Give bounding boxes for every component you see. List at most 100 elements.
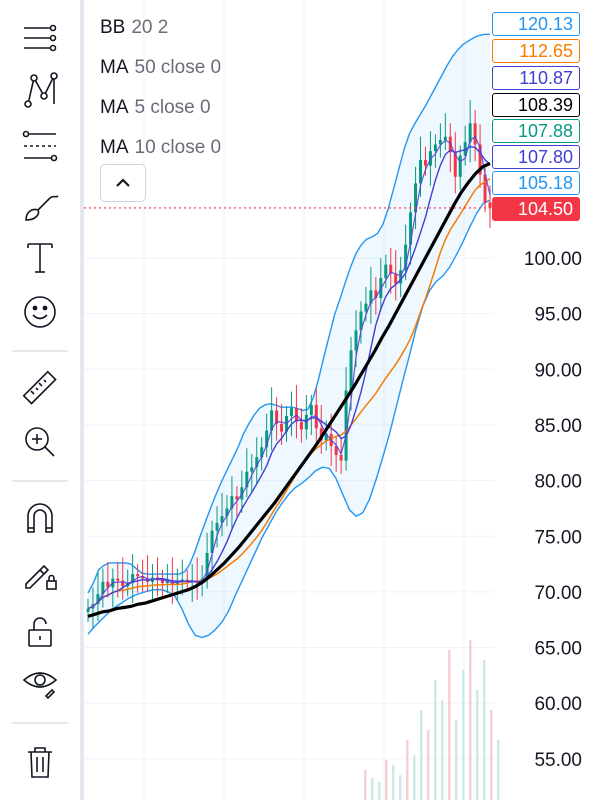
indicator-name: BB — [100, 17, 126, 38]
price-label-text: 120.13 — [517, 13, 573, 34]
candle-body — [136, 574, 140, 577]
candle-body — [443, 136, 447, 141]
bollinger-upper-line — [87, 33, 490, 594]
indicator-ma10[interactable]: MA 10 close 0 — [100, 128, 221, 168]
candle-body — [478, 144, 482, 175]
toolbar-divider — [12, 480, 68, 482]
candle-body — [309, 404, 313, 415]
price-label-bb-basis: 107.88 — [492, 119, 580, 143]
ma50-line — [87, 161, 491, 618]
ma-orange-line — [87, 177, 491, 610]
price-label-text: 105.18 — [517, 172, 573, 193]
candle-body — [205, 552, 209, 579]
candle-body — [433, 144, 437, 152]
candle-body — [106, 581, 110, 588]
indicator-name: MA — [100, 57, 129, 78]
candle-body — [96, 594, 100, 605]
candle-body — [230, 496, 234, 509]
unlock-icon[interactable] — [16, 610, 64, 654]
zoom-in-icon[interactable] — [16, 420, 64, 464]
volume-bar — [483, 660, 486, 800]
candle-body — [468, 123, 472, 143]
candle-body — [354, 330, 358, 351]
indicator-name: MA — [100, 137, 129, 158]
indicator-params: 20 2 — [131, 17, 169, 38]
volume-bar — [434, 680, 437, 800]
candle-body — [488, 202, 492, 208]
y-axis-tick-label: 55.00 — [534, 750, 582, 771]
candle-body — [349, 350, 353, 391]
brush-icon[interactable] — [16, 184, 64, 228]
toolbar-divider — [12, 722, 68, 724]
toolbar-divider — [12, 350, 68, 352]
y-axis-tick-label: 95.00 — [534, 305, 582, 326]
emoji-icon[interactable] — [16, 290, 64, 334]
volume-bar — [413, 755, 416, 800]
fib-retracement-icon[interactable] — [16, 124, 64, 168]
volume-bar — [490, 710, 493, 800]
candle-body — [414, 183, 418, 213]
candle-body — [215, 522, 219, 531]
lines-icon[interactable] — [16, 16, 64, 60]
candle-body — [364, 303, 368, 312]
price-chart[interactable]: 100.00 95.00 90.00 85.00 80.00 75.00 70.00 65.0… — [84, 0, 600, 800]
candle-body — [344, 390, 348, 461]
indicator-ma5[interactable]: MA 5 close 0 — [100, 88, 221, 128]
candle-body — [409, 212, 413, 245]
y-axis-tick-label: 60.00 — [534, 694, 582, 715]
volume-bar — [364, 770, 367, 800]
candle-body — [389, 264, 393, 274]
indicator-bb[interactable]: BB 20 2 — [100, 8, 221, 48]
ruler-icon[interactable] — [16, 366, 64, 410]
price-label-bb-lower: 105.18 — [492, 171, 580, 195]
candle-body — [275, 410, 279, 424]
candle-body — [175, 581, 179, 585]
lock-drawing-icon[interactable] — [16, 552, 64, 596]
candle-body — [280, 423, 284, 432]
candle-body — [255, 457, 259, 468]
candle-body — [473, 123, 477, 145]
candle-body — [339, 455, 343, 461]
candle-body — [160, 579, 164, 583]
price-label-text: 110.87 — [519, 67, 573, 88]
candle-body — [399, 270, 403, 284]
eye-icon[interactable] — [16, 660, 64, 704]
candle-body — [404, 244, 408, 271]
candle-body — [116, 578, 120, 581]
candle-body — [250, 467, 254, 472]
volume-bar — [392, 765, 395, 800]
indicator-params: 5 close 0 — [134, 97, 211, 118]
volume-bar — [469, 640, 472, 800]
price-label-text: 107.80 — [517, 146, 573, 167]
pattern-icon[interactable] — [16, 68, 64, 112]
collapse-legend-button[interactable] — [100, 164, 146, 202]
volume-bar — [476, 690, 479, 800]
candle-body — [359, 311, 363, 331]
volume-bar — [497, 740, 500, 800]
candle-body — [438, 140, 442, 145]
price-label-text: 108.39 — [517, 94, 573, 115]
price-label-bb-upper: 120.13 — [492, 12, 580, 36]
candle-body — [265, 430, 269, 448]
candle-body — [225, 508, 229, 517]
volume-bar — [462, 670, 465, 800]
magnet-icon[interactable] — [16, 496, 64, 540]
volume-bar — [378, 782, 381, 800]
volume-bar — [406, 740, 409, 800]
trash-icon[interactable] — [16, 740, 64, 784]
indicator-name: MA — [100, 97, 129, 118]
price-label-ma50: 108.39 — [492, 93, 580, 117]
indicator-legend: BB 20 2 MA 50 close 0 MA 5 close 0 MA 10… — [100, 8, 221, 168]
candle-body — [483, 174, 487, 203]
candle-body — [334, 446, 338, 456]
indicator-ma50[interactable]: MA 50 close 0 — [100, 48, 221, 88]
y-axis-tick-label: 90.00 — [534, 360, 582, 381]
text-icon[interactable] — [16, 236, 64, 280]
candle-body — [260, 447, 264, 458]
y-axis-tick-label: 85.00 — [534, 416, 582, 437]
volume-bar — [371, 778, 374, 800]
volume-bar — [399, 775, 402, 800]
price-label-ma5: 110.87 — [492, 66, 580, 90]
candle-body — [374, 290, 378, 299]
price-label-text: 112.65 — [519, 40, 573, 61]
